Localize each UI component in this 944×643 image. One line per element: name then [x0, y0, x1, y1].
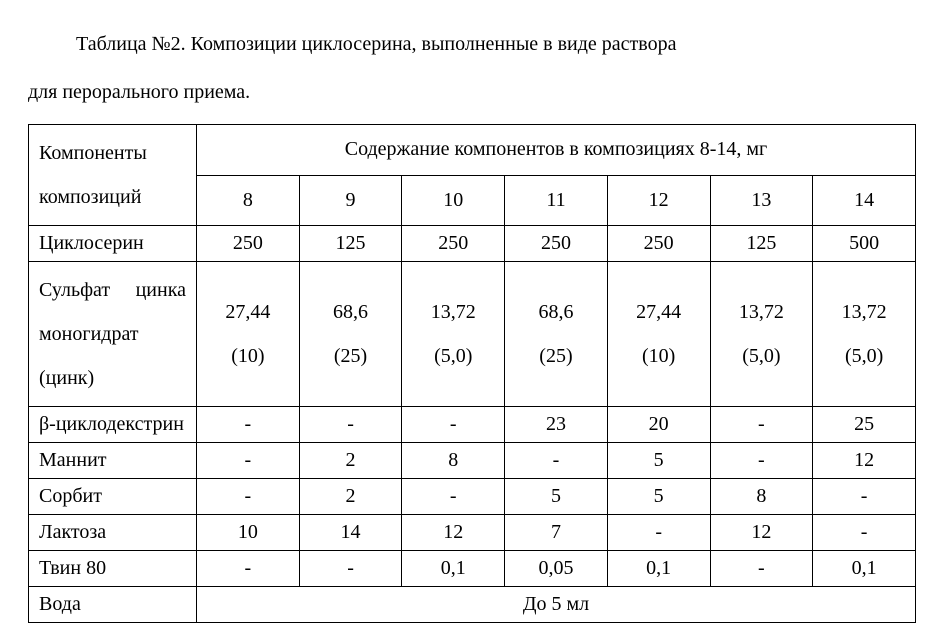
cell-paren: (10): [205, 334, 291, 378]
cell: 250: [505, 226, 608, 262]
row-label: Твин 80: [29, 551, 197, 587]
cell: 27,44 (10): [197, 262, 300, 407]
cell: 0,1: [813, 551, 916, 587]
cell: -: [402, 407, 505, 443]
row-label: Лактоза: [29, 515, 197, 551]
cell: 25: [813, 407, 916, 443]
table-row: Маннит - 2 8 - 5 - 12: [29, 443, 916, 479]
cell: -: [710, 551, 813, 587]
cell: -: [197, 443, 300, 479]
table-footer-row: Вода До 5 мл: [29, 587, 916, 623]
group-header: Содержание компонентов в композициях 8-1…: [197, 125, 916, 176]
row-label-part: моногидрат (цинк): [39, 312, 186, 400]
table-row: Сорбит - 2 - 5 5 8 -: [29, 479, 916, 515]
cell: -: [710, 443, 813, 479]
table-row: Лактоза 10 14 12 7 - 12 -: [29, 515, 916, 551]
cell: 68,6 (25): [299, 262, 402, 407]
cell: 2: [299, 479, 402, 515]
row-label: Сульфат цинка моногидрат (цинк): [29, 262, 197, 407]
cell: 12: [710, 515, 813, 551]
row-header-text: Компоненты композиций: [39, 142, 147, 208]
cell: 5: [505, 479, 608, 515]
cell-value: 68,6: [308, 290, 394, 334]
cell: 27,44 (10): [607, 262, 710, 407]
cell: -: [299, 407, 402, 443]
cell-value: 68,6: [513, 290, 599, 334]
cell: -: [710, 407, 813, 443]
cell: 20: [607, 407, 710, 443]
col-header: 13: [710, 175, 813, 226]
col-header: 11: [505, 175, 608, 226]
cell: 250: [402, 226, 505, 262]
cell-paren: (5,0): [410, 334, 496, 378]
cell: 2: [299, 443, 402, 479]
cell: 13,72 (5,0): [402, 262, 505, 407]
cell-paren: (25): [308, 334, 394, 378]
cell: -: [505, 443, 608, 479]
row-header-label: Компоненты композиций: [29, 125, 197, 226]
footer-value: До 5 мл: [197, 587, 916, 623]
cell-value: 27,44: [616, 290, 702, 334]
table-header-row-1: Компоненты композиций Содержание компоне…: [29, 125, 916, 176]
cell: 5: [607, 443, 710, 479]
row-label-part: Сульфат: [39, 268, 110, 312]
table-row: β-циклодекстрин - - - 23 20 - 25: [29, 407, 916, 443]
cell-value: 13,72: [821, 290, 907, 334]
cell: 68,6 (25): [505, 262, 608, 407]
cell: 500: [813, 226, 916, 262]
cell-paren: (10): [616, 334, 702, 378]
cell: 7: [505, 515, 608, 551]
table-caption: Таблица №2. Композиции циклосерина, выпо…: [28, 20, 916, 116]
cell: -: [197, 551, 300, 587]
cell-paren: (5,0): [719, 334, 805, 378]
row-label: β-циклодекстрин: [29, 407, 197, 443]
caption-line-1: Таблица №2. Композиции циклосерина, выпо…: [28, 20, 916, 68]
cell: -: [197, 479, 300, 515]
cell: -: [813, 515, 916, 551]
col-header: 9: [299, 175, 402, 226]
cell: 5: [607, 479, 710, 515]
row-label: Маннит: [29, 443, 197, 479]
col-header: 14: [813, 175, 916, 226]
row-label: Сорбит: [29, 479, 197, 515]
cell: 14: [299, 515, 402, 551]
cell: -: [607, 515, 710, 551]
cell-value: 13,72: [410, 290, 496, 334]
cell-value: 13,72: [719, 290, 805, 334]
composition-table: Компоненты композиций Содержание компоне…: [28, 124, 916, 623]
row-label-part: цинка: [136, 268, 186, 312]
cell: 125: [710, 226, 813, 262]
cell-paren: (5,0): [821, 334, 907, 378]
cell: 23: [505, 407, 608, 443]
footer-label: Вода: [29, 587, 197, 623]
cell: 10: [197, 515, 300, 551]
cell: 125: [299, 226, 402, 262]
table-row: Циклосерин 250 125 250 250 250 125 500: [29, 226, 916, 262]
cell: 0,05: [505, 551, 608, 587]
table-row: Сульфат цинка моногидрат (цинк) 27,44 (1…: [29, 262, 916, 407]
cell: 12: [402, 515, 505, 551]
cell: 0,1: [402, 551, 505, 587]
cell: 12: [813, 443, 916, 479]
row-label: Циклосерин: [29, 226, 197, 262]
cell: -: [402, 479, 505, 515]
cell: 13,72 (5,0): [710, 262, 813, 407]
col-header: 10: [402, 175, 505, 226]
col-header: 8: [197, 175, 300, 226]
cell-paren: (25): [513, 334, 599, 378]
cell: 8: [402, 443, 505, 479]
col-header: 12: [607, 175, 710, 226]
cell: 13,72 (5,0): [813, 262, 916, 407]
cell: -: [299, 551, 402, 587]
cell: 8: [710, 479, 813, 515]
table-row: Твин 80 - - 0,1 0,05 0,1 - 0,1: [29, 551, 916, 587]
cell: 250: [607, 226, 710, 262]
cell: 0,1: [607, 551, 710, 587]
cell: -: [813, 479, 916, 515]
caption-line-2: для перорального приема.: [28, 68, 916, 116]
cell-value: 27,44: [205, 290, 291, 334]
cell: 250: [197, 226, 300, 262]
cell: -: [197, 407, 300, 443]
